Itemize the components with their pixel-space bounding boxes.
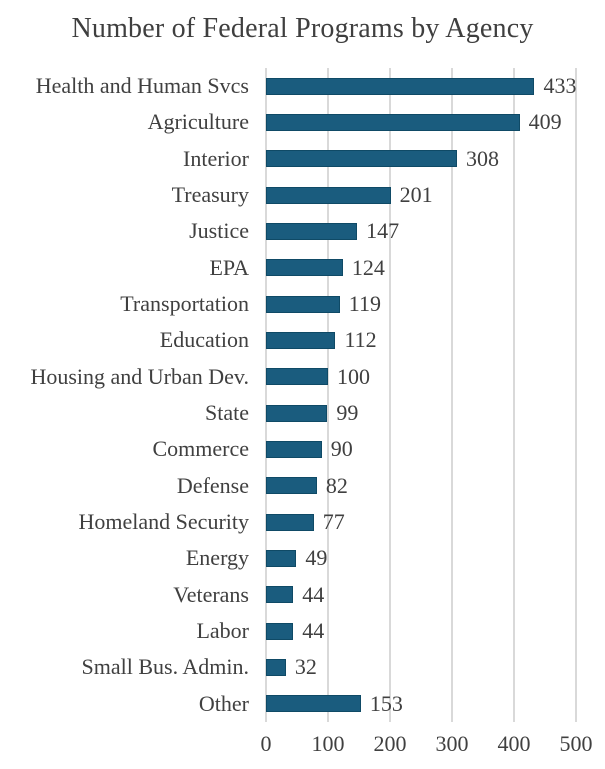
bar-row: Other 153 (0, 686, 605, 722)
bar (266, 622, 294, 640)
gridline (389, 68, 391, 722)
category-label: EPA (209, 254, 249, 280)
plot-area (265, 68, 577, 722)
x-axis-tick-label: 200 (373, 731, 407, 756)
gridline (327, 68, 329, 722)
value-label: 82 (325, 472, 348, 498)
bar (266, 695, 361, 713)
bar-row: Transportation 119 (0, 286, 605, 322)
value-label: 153 (369, 690, 403, 716)
bar-row: Health and Human Svcs 433 (0, 68, 605, 104)
category-label: Other (198, 690, 249, 716)
bar (266, 368, 328, 386)
gridline (265, 68, 267, 722)
bar-row: Defense 82 (0, 468, 605, 504)
category-label: Energy (185, 545, 249, 571)
category-label: Commerce (152, 436, 249, 462)
category-label: Agriculture (147, 109, 249, 135)
bar (266, 586, 294, 604)
bar (266, 404, 328, 422)
bar-row: Commerce 90 (0, 431, 605, 467)
category-label: Veterans (173, 581, 249, 607)
category-label: Education (159, 327, 249, 353)
value-label: 112 (344, 327, 377, 353)
bar (266, 513, 314, 531)
bar (266, 222, 358, 240)
value-label: 90 (330, 436, 353, 462)
x-axis-tick-label: 300 (435, 731, 469, 756)
x-axis-tick-label: 400 (497, 731, 531, 756)
category-label: Transportation (120, 291, 249, 317)
bar (266, 259, 343, 277)
category-label: Homeland Security (78, 509, 249, 535)
value-label: 119 (348, 291, 381, 317)
gridline (575, 68, 577, 722)
value-label: 201 (399, 182, 433, 208)
bar-row: Housing and Urban Dev. 100 (0, 359, 605, 395)
value-label: 308 (465, 145, 499, 171)
value-label: 100 (337, 363, 370, 389)
x-axis-tick-label: 0 (260, 731, 272, 756)
category-label: Housing and Urban Dev. (30, 363, 249, 389)
bar-row: EPA 124 (0, 250, 605, 286)
bar-row: Homeland Security 77 (0, 504, 605, 540)
bar (266, 331, 336, 349)
value-label: 99 (336, 400, 359, 426)
bar-row: Energy 49 (0, 540, 605, 576)
category-label: Treasury (171, 182, 249, 208)
bar-row: Labor 44 (0, 613, 605, 649)
bar-row: Small Bus. Admin. 32 (0, 649, 605, 685)
x-axis-tick-label: 500 (559, 731, 593, 756)
bar (266, 150, 457, 168)
bar-row: State 99 (0, 395, 605, 431)
bar-row: Education 112 (0, 322, 605, 358)
value-label: 124 (351, 254, 385, 280)
x-axis-tick-label: 100 (311, 731, 345, 756)
value-label: 433 (543, 73, 577, 99)
bar (266, 113, 520, 131)
value-label: 49 (305, 545, 328, 571)
category-label: Justice (189, 218, 249, 244)
chart-rows: Health and Human Svcs 433 Agriculture 409 In… (0, 68, 605, 722)
category-label: Small Bus. Admin. (81, 654, 249, 680)
bar-row: Veterans 44 (0, 577, 605, 613)
bar-row: Treasury 201 (0, 177, 605, 213)
bar (266, 440, 322, 458)
chart-title: Number of Federal Programs by Agency (71, 13, 534, 44)
bar (266, 186, 391, 204)
bar-row: Interior 308 (0, 141, 605, 177)
value-label: 77 (322, 509, 345, 535)
bar-row: Justice 147 (0, 213, 605, 249)
bar (266, 658, 286, 676)
value-label: 409 (528, 109, 562, 135)
bar (266, 549, 297, 567)
category-label: State (205, 400, 249, 426)
bar (266, 295, 340, 313)
bar-row: Agriculture 409 (0, 104, 605, 140)
value-label: 44 (302, 618, 325, 644)
bar (266, 77, 535, 95)
category-label: Labor (196, 618, 249, 644)
category-label: Health and Human Svcs (35, 73, 249, 99)
gridline (451, 68, 453, 722)
value-label: 44 (302, 581, 325, 607)
value-label: 147 (366, 218, 400, 244)
value-label: 32 (294, 654, 317, 680)
category-label: Defense (176, 472, 249, 498)
x-axis: 0 100 200 300 400 500 (0, 731, 605, 761)
gridline (513, 68, 515, 722)
category-label: Interior (183, 145, 249, 171)
bar (266, 477, 317, 495)
